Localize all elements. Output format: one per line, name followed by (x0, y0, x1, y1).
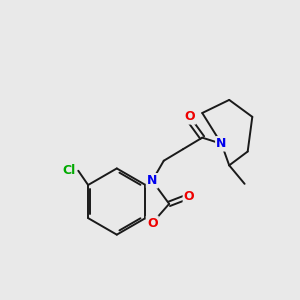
Text: O: O (184, 190, 194, 203)
Text: O: O (184, 110, 195, 123)
Text: N: N (216, 137, 227, 150)
Text: Cl: Cl (62, 164, 76, 177)
Text: O: O (147, 217, 158, 230)
Text: N: N (147, 174, 158, 187)
